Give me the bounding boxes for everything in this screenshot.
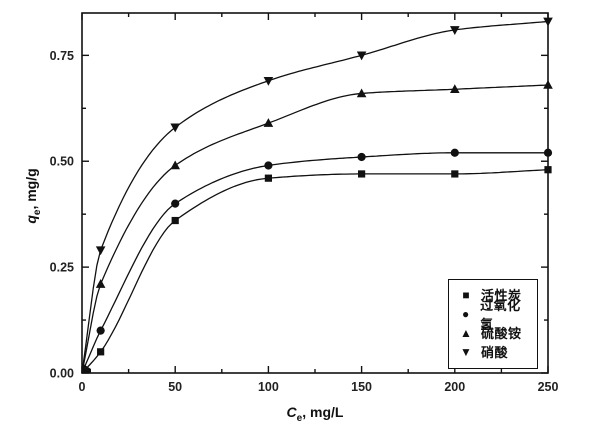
triangle-up-marker-icon (356, 88, 367, 98)
x-tick-label: 150 (351, 380, 372, 394)
legend-triangle-up-icon: ▲ (460, 326, 472, 340)
curve-triangle-down (81, 20, 549, 374)
triangle-down-marker-icon (450, 26, 460, 35)
triangle-down-marker-icon (356, 51, 367, 61)
circle-marker-icon (96, 326, 105, 335)
curve-circle (81, 152, 548, 374)
y-axis-subscript: e (31, 209, 43, 216)
y-tick-label: 0.25 (50, 261, 74, 275)
curve-triangle-up (81, 84, 549, 374)
circle-marker-icon (171, 199, 180, 208)
square-marker-icon (97, 348, 105, 356)
y-axis-variable: q (23, 215, 40, 224)
legend-item-square: ■ 活性炭 (459, 286, 531, 305)
x-tick-label: 200 (444, 380, 465, 394)
x-tick-label: 250 (538, 380, 559, 394)
legend-item-circle: ● 过氧化氢 (459, 298, 531, 332)
legend-label: 活性炭 (481, 288, 522, 303)
triangle-up-marker-icon (263, 118, 274, 127)
x-axis-label: Ce, mg/L (82, 404, 548, 424)
circle-marker-icon (357, 152, 366, 162)
legend-label: 硫酸铵 (481, 326, 522, 341)
y-tick-label: 0.00 (50, 367, 74, 381)
x-axis-subscript: e (296, 412, 303, 424)
triangle-up-marker-icon (95, 279, 106, 288)
y-tick-label: 0.50 (50, 155, 74, 169)
x-tick-label: 100 (258, 380, 279, 394)
circle-marker-icon (264, 161, 273, 170)
x-axis-units: , mg/L (302, 404, 344, 420)
tick-labels: 0 50 100 150 200 250 0.00 0.25 0.50 0.75 (50, 49, 559, 394)
square-marker-icon (264, 174, 272, 182)
triangle-up-marker-icon (170, 160, 180, 170)
axis-ticks (81, 13, 549, 374)
triangle-up-marker-icon (450, 84, 460, 94)
square-marker-icon (544, 166, 552, 174)
triangle-up-marker-icon (543, 80, 553, 89)
legend-item-triangle-down: ▼ 硝酸 (459, 343, 531, 362)
legend-box: ■ 活性炭 ● 过氧化氢 ▲ 硫酸铵 ▼ 硝酸 (448, 279, 538, 369)
triangle-down-marker-icon (170, 123, 180, 133)
legend-square-icon: ■ (462, 288, 470, 302)
series-curves (81, 20, 549, 374)
square-marker-icon (451, 170, 459, 178)
y-axis-label: qe, mg/g (23, 168, 43, 223)
square-marker-icon (358, 170, 366, 178)
circle-marker-icon (450, 148, 459, 157)
legend-item-triangle-up: ▲ 硫酸铵 (459, 324, 531, 343)
triangle-down-marker-icon (543, 17, 553, 27)
x-tick-label: 0 (79, 380, 86, 394)
legend-label: 过氧化氢 (480, 297, 521, 332)
legend-circle-icon: ● (461, 307, 470, 321)
triangle-down-marker-icon (263, 76, 274, 86)
square-marker-icon (171, 216, 179, 225)
legend-triangle-down-icon: ▼ (460, 345, 472, 359)
curve-square (81, 169, 549, 374)
data-markers (95, 17, 553, 356)
circle-marker-icon (543, 148, 553, 157)
triangle-down-marker-icon (95, 246, 106, 256)
origin-cluster (82, 363, 91, 373)
x-tick-label: 50 (168, 380, 182, 394)
y-tick-label: 0.75 (50, 49, 74, 63)
y-axis-units: , mg/g (23, 168, 40, 210)
legend-label: 硝酸 (481, 345, 509, 360)
x-axis-variable: C (286, 404, 297, 420)
